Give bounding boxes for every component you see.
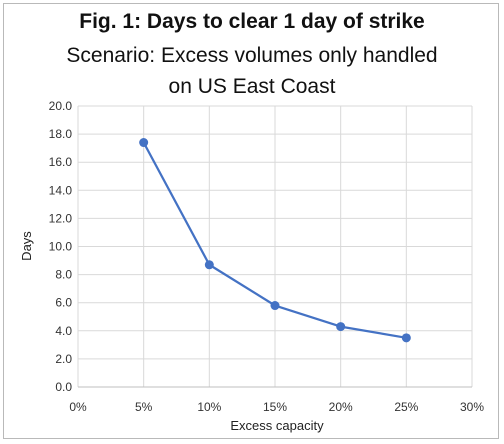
y-tick-label: 2.0	[55, 352, 72, 366]
x-tick-label: 25%	[394, 400, 418, 414]
x-tick-label: 30%	[460, 400, 484, 414]
y-tick-label: 10.0	[49, 240, 73, 254]
data-series	[139, 138, 411, 343]
chart-subtitle-line-2: on US East Coast	[168, 75, 336, 98]
y-axis-ticks: 0.0 2.0 4.0 6.0 8.0 10.0 12.0 14.0 16.0 18.0 20.0	[49, 99, 73, 394]
y-tick-label: 18.0	[49, 127, 73, 141]
data-point	[139, 138, 149, 148]
x-tick-label: 10%	[197, 400, 221, 414]
gridlines	[77, 105, 473, 388]
x-tick-label: 5%	[135, 400, 153, 414]
y-tick-label: 20.0	[49, 99, 73, 113]
y-tick-label: 14.0	[49, 183, 73, 197]
y-tick-label: 0.0	[55, 380, 72, 394]
x-tick-label: 15%	[263, 400, 287, 414]
x-axis-label: Excess capacity	[230, 418, 324, 433]
y-tick-label: 6.0	[55, 296, 72, 310]
chart-frame	[3, 3, 499, 439]
chart-subtitle-line-1: Scenario: Excess volumes only handled	[66, 44, 438, 67]
y-tick-label: 4.0	[55, 324, 72, 338]
data-point	[336, 322, 346, 332]
chart-title: Fig. 1: Days to clear 1 day of strike	[79, 10, 425, 33]
y-axis-label: Days	[19, 231, 34, 261]
x-axis-ticks: 0% 5% 10% 15% 20% 25% 30%	[69, 400, 484, 414]
y-tick-label: 16.0	[49, 155, 73, 169]
data-point	[401, 333, 411, 343]
y-tick-label: 8.0	[55, 268, 72, 282]
data-point	[204, 260, 214, 270]
y-tick-label: 12.0	[49, 211, 73, 225]
data-point	[270, 301, 280, 311]
x-tick-label: 20%	[329, 400, 353, 414]
x-tick-label: 0%	[69, 400, 87, 414]
